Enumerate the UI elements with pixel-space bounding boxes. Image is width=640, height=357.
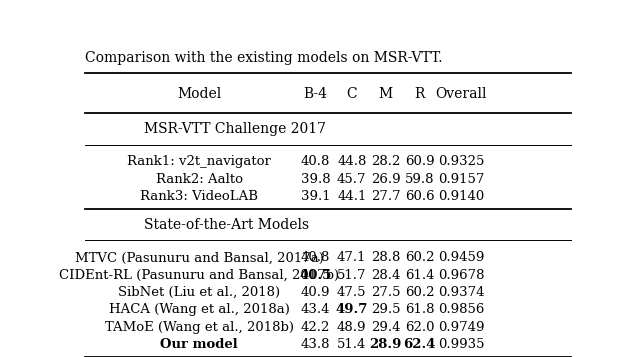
Text: 43.8: 43.8 <box>301 338 330 351</box>
Text: Rank2: Aalto: Rank2: Aalto <box>156 173 243 186</box>
Text: MSR-VTT Challenge 2017: MSR-VTT Challenge 2017 <box>145 122 326 136</box>
Text: 44.1: 44.1 <box>337 190 367 203</box>
Text: State-of-the-Art Models: State-of-the-Art Models <box>145 218 310 232</box>
Text: Comparison with the existing models on MSR-VTT.: Comparison with the existing models on M… <box>85 51 442 65</box>
Text: 40.8: 40.8 <box>301 155 330 169</box>
Text: 61.8: 61.8 <box>405 303 435 316</box>
Text: 27.7: 27.7 <box>371 190 401 203</box>
Text: 47.1: 47.1 <box>337 251 367 264</box>
Text: 60.6: 60.6 <box>405 190 435 203</box>
Text: Rank3: VideoLAB: Rank3: VideoLAB <box>140 190 258 203</box>
Text: B-4: B-4 <box>303 87 328 101</box>
Text: 60.2: 60.2 <box>405 251 435 264</box>
Text: 61.4: 61.4 <box>405 268 435 282</box>
Text: Overall: Overall <box>435 87 486 101</box>
Text: CIDEnt-RL (Pasunuru and Bansal, 2017b): CIDEnt-RL (Pasunuru and Bansal, 2017b) <box>59 268 339 282</box>
Text: 60.9: 60.9 <box>405 155 435 169</box>
Text: 0.9325: 0.9325 <box>438 155 484 169</box>
Text: 42.2: 42.2 <box>301 321 330 333</box>
Text: 40.8: 40.8 <box>301 251 330 264</box>
Text: 0.9749: 0.9749 <box>438 321 484 333</box>
Text: 48.9: 48.9 <box>337 321 367 333</box>
Text: R: R <box>415 87 425 101</box>
Text: 0.9140: 0.9140 <box>438 190 484 203</box>
Text: 40.9: 40.9 <box>301 286 330 299</box>
Text: M: M <box>378 87 392 101</box>
Text: 28.2: 28.2 <box>371 155 400 169</box>
Text: 51.7: 51.7 <box>337 268 367 282</box>
Text: 28.9: 28.9 <box>369 338 402 351</box>
Text: 27.5: 27.5 <box>371 286 400 299</box>
Text: 0.9459: 0.9459 <box>438 251 484 264</box>
Text: 47.5: 47.5 <box>337 286 367 299</box>
Text: 29.4: 29.4 <box>371 321 400 333</box>
Text: 28.8: 28.8 <box>371 251 400 264</box>
Text: Model: Model <box>177 87 221 101</box>
Text: SibNet (Liu et al., 2018): SibNet (Liu et al., 2018) <box>118 286 280 299</box>
Text: 0.9678: 0.9678 <box>438 268 484 282</box>
Text: 45.7: 45.7 <box>337 173 367 186</box>
Text: Our model: Our model <box>160 338 238 351</box>
Text: 44.8: 44.8 <box>337 155 367 169</box>
Text: 62.0: 62.0 <box>405 321 435 333</box>
Text: 39.8: 39.8 <box>301 173 330 186</box>
Text: MTVC (Pasunuru and Bansal, 2017a): MTVC (Pasunuru and Bansal, 2017a) <box>75 251 323 264</box>
Text: Rank1: v2t⁠_⁠navigator: Rank1: v2t⁠_⁠navigator <box>127 155 271 169</box>
Text: 51.4: 51.4 <box>337 338 367 351</box>
Text: 28.4: 28.4 <box>371 268 400 282</box>
Text: 59.8: 59.8 <box>405 173 435 186</box>
Text: 0.9935: 0.9935 <box>438 338 484 351</box>
Text: 26.9: 26.9 <box>371 173 401 186</box>
Text: 60.2: 60.2 <box>405 286 435 299</box>
Text: 39.1: 39.1 <box>301 190 330 203</box>
Text: TAMoE (Wang et al., 2018b): TAMoE (Wang et al., 2018b) <box>104 321 294 333</box>
Text: 62.4: 62.4 <box>403 338 436 351</box>
Text: 43.4: 43.4 <box>301 303 330 316</box>
Text: 29.5: 29.5 <box>371 303 400 316</box>
Text: 40.5: 40.5 <box>300 268 332 282</box>
Text: 0.9856: 0.9856 <box>438 303 484 316</box>
Text: 49.7: 49.7 <box>335 303 368 316</box>
Text: 0.9157: 0.9157 <box>438 173 484 186</box>
Text: C: C <box>346 87 357 101</box>
Text: HACA (Wang et al., 2018a): HACA (Wang et al., 2018a) <box>109 303 289 316</box>
Text: 0.9374: 0.9374 <box>438 286 484 299</box>
